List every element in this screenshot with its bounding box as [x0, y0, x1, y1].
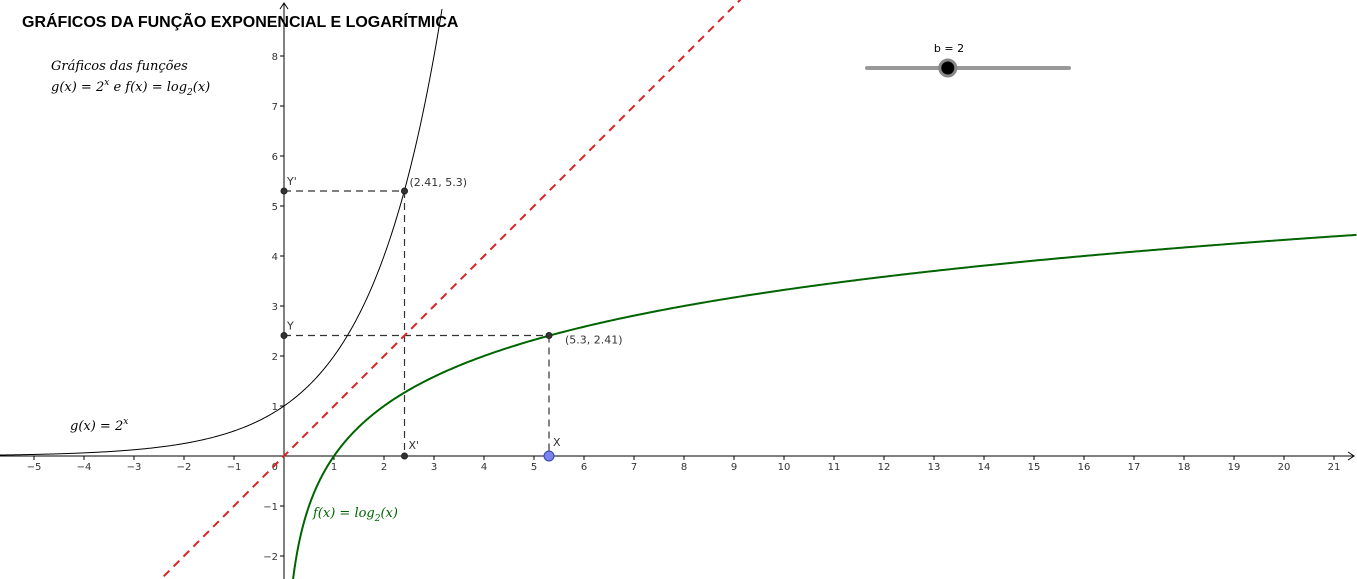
x-tick-label: 16 — [1078, 462, 1091, 473]
x-tick-label: 20 — [1278, 462, 1291, 473]
point-p1-label: (2.41, 5.3) — [410, 176, 468, 189]
x-tick-label: −5 — [27, 462, 42, 473]
page-title: GRÁFICOS DA FUNÇÃO EXPONENCIAL E LOGARÍT… — [22, 14, 459, 31]
projection-dashes — [284, 190, 550, 456]
point-p2[interactable] — [545, 332, 553, 339]
x-tick-label: −1 — [227, 462, 242, 473]
slider-knob[interactable] — [938, 58, 958, 78]
y-tick-label: 8 — [272, 52, 278, 63]
x-tick-label: 11 — [828, 462, 841, 473]
log-curve[interactable] — [292, 233, 1357, 579]
y-tick-label: −1 — [263, 502, 278, 513]
x-tick-label: −2 — [177, 462, 192, 473]
x-tick-label: 13 — [928, 462, 941, 473]
x-tick-label: 4 — [481, 462, 487, 473]
description-line2: g(x) = 2x e f(x) = log2(x) — [51, 78, 210, 98]
x-tick-label: 3 — [431, 462, 437, 473]
x-tick-label: 18 — [1178, 462, 1191, 473]
x-tick-label: 14 — [978, 462, 991, 473]
b-slider[interactable]: b = 2 — [865, 42, 1071, 78]
x-tick-label: 17 — [1128, 462, 1141, 473]
y-tick-label: −2 — [263, 552, 278, 563]
axis-ticks: −5 −4 −3 −2 −1 1 2 3 4 5 6 7 8 9 10 11 12 13 14 15 16 17 18 19 2… — [27, 52, 1341, 563]
point-y-prime-label: Y' — [286, 175, 297, 188]
slider-label: b = 2 — [934, 42, 964, 55]
y-tick-label: 7 — [272, 102, 278, 113]
point-x[interactable] — [543, 450, 555, 462]
y-tick-label: 1 — [272, 402, 278, 413]
y-tick-label: 6 — [272, 152, 278, 163]
f-curve-label: f(x) = log2(x) — [312, 506, 398, 524]
origin-label: 0 — [272, 462, 278, 473]
y-tick-label: 5 — [272, 202, 278, 213]
x-tick-label: 7 — [631, 462, 637, 473]
identity-line — [159, 0, 742, 579]
x-tick-label: 6 — [581, 462, 587, 473]
points: (2.41, 5.3) (5.3, 2.41) X' Y' Y X — [280, 175, 623, 462]
y-tick-label: 4 — [272, 252, 278, 263]
x-tick-label: 2 — [381, 462, 387, 473]
x-tick-label: 21 — [1328, 462, 1341, 473]
point-x-label: X — [553, 436, 561, 449]
point-x-prime-label: X' — [409, 439, 420, 452]
x-tick-label: 8 — [681, 462, 687, 473]
x-tick-label: 5 — [531, 462, 537, 473]
description-line1: Gráficos das funções — [51, 59, 188, 74]
point-y-label: Y — [286, 320, 294, 333]
y-axis-arrow — [279, 2, 289, 10]
x-tick-label: 10 — [778, 462, 791, 473]
point-p2-label: (5.3, 2.41) — [565, 334, 623, 347]
y-tick-label: 2 — [272, 352, 278, 363]
point-y-prime[interactable] — [280, 187, 288, 195]
x-tick-label: 19 — [1228, 462, 1241, 473]
g-curve-label: g(x) = 2x — [70, 417, 128, 434]
x-tick-label: −3 — [127, 462, 142, 473]
x-tick-label: 15 — [1028, 462, 1041, 473]
x-tick-label: 9 — [731, 462, 737, 473]
x-tick-label: −4 — [77, 462, 92, 473]
x-axis-arrow — [1347, 451, 1355, 461]
point-y[interactable] — [280, 332, 288, 339]
exp-curve[interactable] — [0, 9, 443, 456]
y-tick-label: 3 — [272, 302, 278, 313]
point-p1[interactable] — [401, 187, 408, 195]
point-x-prime[interactable] — [401, 452, 408, 460]
x-tick-label: 1 — [331, 462, 337, 473]
x-tick-label: 12 — [878, 462, 891, 473]
